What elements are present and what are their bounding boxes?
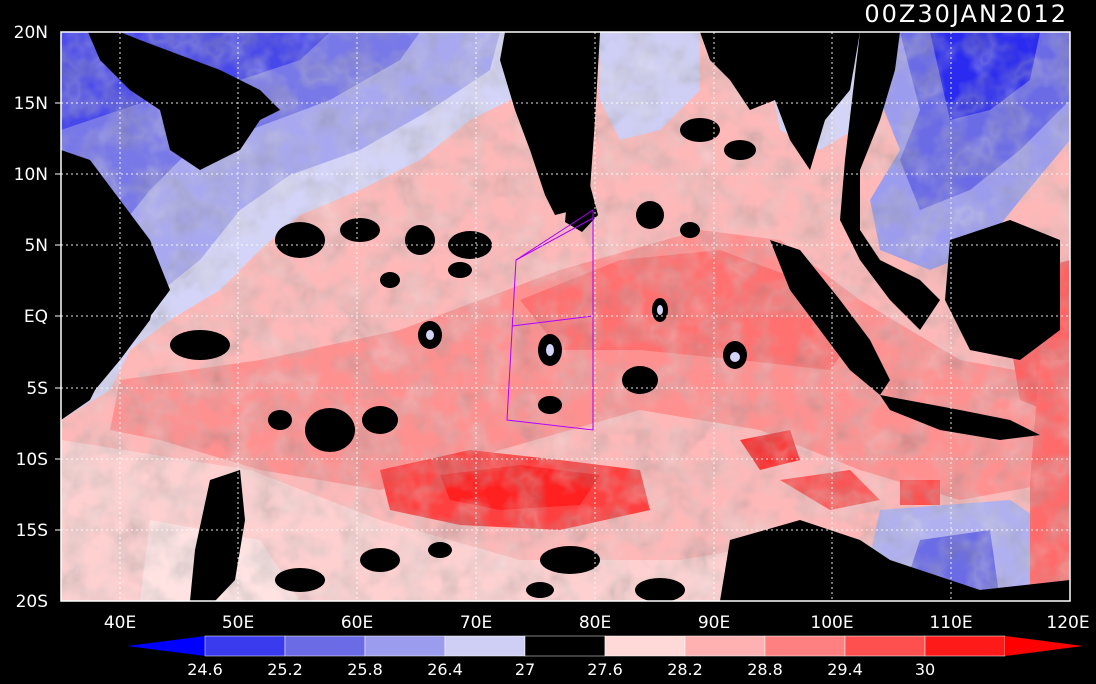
lon-label: 110E — [929, 613, 972, 633]
lat-label: 15N — [14, 94, 48, 114]
landmass-myanmar — [700, 32, 860, 170]
colorbar-tick-label: 28.8 — [747, 660, 783, 679]
lat-label: 5S — [26, 379, 48, 399]
colorbar-segment — [364, 635, 446, 657]
colorbar-tick-label: 26.4 — [427, 660, 463, 679]
lat-label: 5N — [24, 236, 48, 256]
lon-label: 100E — [810, 613, 853, 633]
colorbar-left-arrow — [127, 636, 205, 656]
colorbar-segment — [924, 635, 1006, 657]
colorbar-segment — [844, 635, 926, 657]
landmass-arabia-africa — [61, 32, 280, 170]
lon-label: 60E — [341, 613, 373, 633]
lat-label: 10N — [14, 165, 48, 185]
colorbar-segment — [204, 635, 286, 657]
landmass-australia — [720, 520, 1070, 601]
colorbar-segment — [604, 635, 686, 657]
colorbar-right-arrow — [1005, 636, 1083, 656]
timestamp: 00Z30JAN2012 — [864, 0, 1068, 28]
lon-label: 40E — [104, 613, 136, 633]
colorbar-segment — [764, 635, 846, 657]
lon-label: 120E — [1046, 613, 1089, 633]
lat-label: 10S — [16, 450, 48, 470]
colorbar-segment — [284, 635, 366, 657]
lon-label: 80E — [579, 613, 611, 633]
lat-label: EQ — [24, 307, 48, 327]
lat-label: 20S — [16, 592, 48, 612]
colorbar-segment — [524, 635, 606, 657]
region-outline — [506, 209, 594, 431]
lat-label: 15S — [16, 521, 48, 541]
contour-blobs-27 — [170, 118, 756, 601]
landmass-java — [880, 395, 1040, 440]
landmass-borneo — [945, 220, 1060, 360]
colorbar-tick-label: 30 — [915, 660, 935, 679]
lat-axis: 20N 15N 10N 5N EQ 5S 10S 15S 20S — [14, 23, 48, 612]
landmass-indochina — [840, 32, 940, 330]
colorbar-tick-label: 25.8 — [347, 660, 383, 679]
colorbar-tick-label: 27 — [515, 660, 535, 679]
lon-label: 50E — [222, 613, 254, 633]
colorbar-segment — [444, 635, 526, 657]
sst-field — [61, 32, 1070, 601]
colorbar-tick-label: 29.4 — [827, 660, 863, 679]
colorbar-tick-label: 28.2 — [667, 660, 703, 679]
colorbar-segment — [684, 635, 766, 657]
lon-label: 90E — [698, 613, 730, 633]
colorbar: 24.6 25.2 25.8 26.4 27 27.6 28.2 28.8 29.4 30 — [127, 635, 1083, 679]
lon-axis: 40E 50E 60E 70E 80E 90E 100E 110E 120E — [104, 613, 1090, 633]
landmass-madagascar — [190, 470, 245, 601]
lat-label: 20N — [14, 23, 48, 43]
colorbar-tick-label: 24.6 — [187, 660, 223, 679]
landmass-sumatra — [770, 240, 890, 395]
lon-label: 70E — [460, 613, 492, 633]
colorbar-tick-label: 25.2 — [267, 660, 303, 679]
landmass-india — [500, 32, 600, 215]
grid — [61, 32, 1070, 601]
colorbar-tick-label: 27.6 — [587, 660, 623, 679]
